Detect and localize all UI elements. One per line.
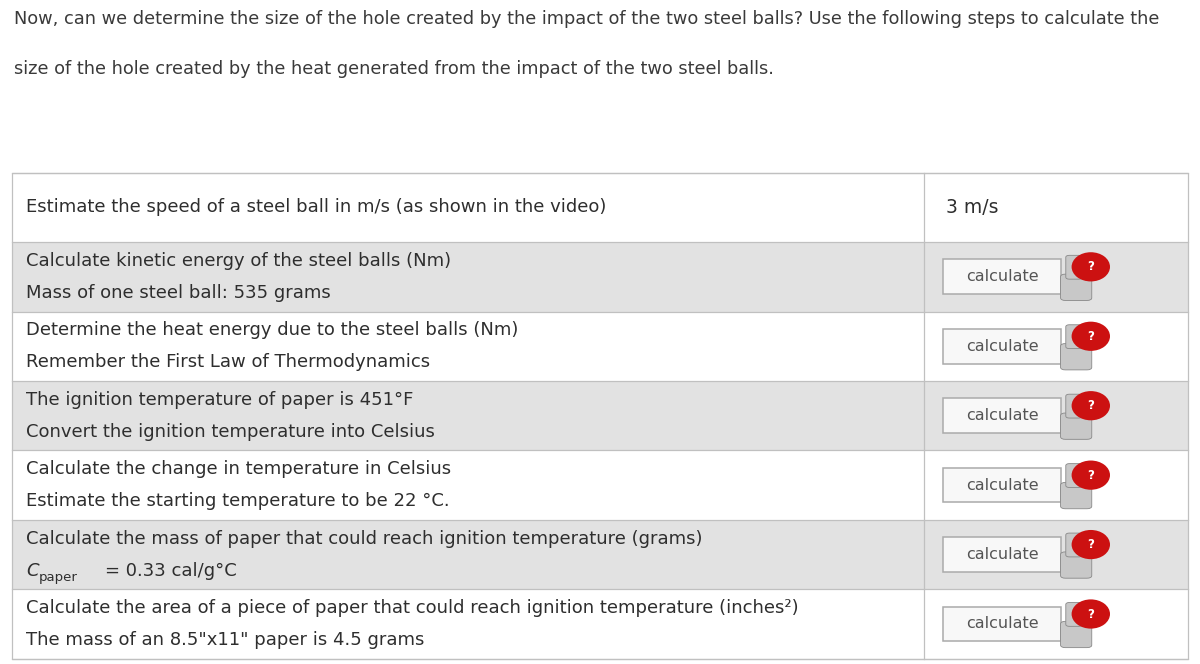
FancyBboxPatch shape: [1066, 394, 1082, 418]
Ellipse shape: [1072, 391, 1110, 420]
FancyBboxPatch shape: [1061, 483, 1092, 509]
Bar: [12, 242, 1188, 311]
Text: C: C: [26, 562, 40, 580]
Ellipse shape: [1072, 461, 1110, 490]
Text: Estimate the speed of a steel ball in m/s (as shown in the video): Estimate the speed of a steel ball in m/…: [26, 199, 607, 216]
Bar: [12, 173, 1188, 242]
Text: calculate: calculate: [966, 270, 1038, 284]
Text: ?: ?: [1087, 330, 1094, 343]
Text: calculate: calculate: [966, 477, 1038, 493]
Text: Convert the ignition temperature into Celsius: Convert the ignition temperature into Ce…: [26, 422, 436, 441]
FancyBboxPatch shape: [943, 537, 1061, 572]
Text: ?: ?: [1087, 260, 1094, 274]
Ellipse shape: [1072, 321, 1110, 351]
Text: Calculate the change in temperature in Celsius: Calculate the change in temperature in C…: [26, 460, 451, 478]
FancyBboxPatch shape: [1061, 343, 1092, 370]
Text: ?: ?: [1087, 538, 1094, 551]
Bar: [12, 450, 1188, 520]
Bar: [12, 173, 1188, 659]
FancyBboxPatch shape: [1066, 256, 1082, 279]
Text: Mass of one steel ball: 535 grams: Mass of one steel ball: 535 grams: [26, 284, 331, 301]
Text: The ignition temperature of paper is 451°F: The ignition temperature of paper is 451…: [26, 390, 414, 409]
FancyBboxPatch shape: [943, 398, 1061, 433]
FancyBboxPatch shape: [1066, 325, 1082, 349]
Text: calculate: calculate: [966, 339, 1038, 354]
Text: Calculate kinetic energy of the steel balls (Nm): Calculate kinetic energy of the steel ba…: [26, 252, 451, 270]
Text: paper: paper: [38, 571, 78, 584]
Text: = 0.33 cal/g°C: = 0.33 cal/g°C: [106, 562, 236, 580]
FancyBboxPatch shape: [1061, 274, 1092, 300]
Text: 3 m/s: 3 m/s: [946, 198, 998, 217]
Text: calculate: calculate: [966, 547, 1038, 562]
Bar: [12, 381, 1188, 450]
FancyBboxPatch shape: [943, 607, 1061, 641]
Text: Estimate the starting temperature to be 22 °C.: Estimate the starting temperature to be …: [26, 492, 450, 510]
FancyBboxPatch shape: [1066, 533, 1082, 557]
FancyBboxPatch shape: [1061, 413, 1092, 440]
FancyBboxPatch shape: [1061, 552, 1092, 578]
FancyBboxPatch shape: [1066, 463, 1082, 487]
Text: Determine the heat energy due to the steel balls (Nm): Determine the heat energy due to the ste…: [26, 321, 518, 339]
Text: calculate: calculate: [966, 616, 1038, 631]
FancyBboxPatch shape: [943, 260, 1061, 294]
FancyBboxPatch shape: [943, 329, 1061, 364]
Bar: [12, 589, 1188, 659]
FancyBboxPatch shape: [1061, 622, 1092, 647]
Ellipse shape: [1072, 600, 1110, 629]
Text: Calculate the mass of paper that could reach ignition temperature (grams): Calculate the mass of paper that could r…: [26, 530, 703, 548]
Ellipse shape: [1072, 530, 1110, 559]
FancyBboxPatch shape: [943, 467, 1061, 503]
FancyBboxPatch shape: [1066, 602, 1082, 626]
Text: The mass of an 8.5"x11" paper is 4.5 grams: The mass of an 8.5"x11" paper is 4.5 gra…: [26, 631, 425, 649]
Ellipse shape: [1072, 252, 1110, 282]
Bar: [12, 311, 1188, 381]
Text: ?: ?: [1087, 608, 1094, 621]
Text: Now, can we determine the size of the hole created by the impact of the two stee: Now, can we determine the size of the ho…: [14, 10, 1159, 28]
Text: Remember the First Law of Thermodynamics: Remember the First Law of Thermodynamics: [26, 353, 431, 371]
Text: Calculate the area of a piece of paper that could reach ignition temperature (in: Calculate the area of a piece of paper t…: [26, 599, 799, 617]
Text: size of the hole created by the heat generated from the impact of the two steel : size of the hole created by the heat gen…: [14, 60, 774, 78]
Text: ?: ?: [1087, 469, 1094, 481]
Text: ?: ?: [1087, 399, 1094, 412]
Bar: [12, 520, 1188, 589]
Text: calculate: calculate: [966, 408, 1038, 423]
